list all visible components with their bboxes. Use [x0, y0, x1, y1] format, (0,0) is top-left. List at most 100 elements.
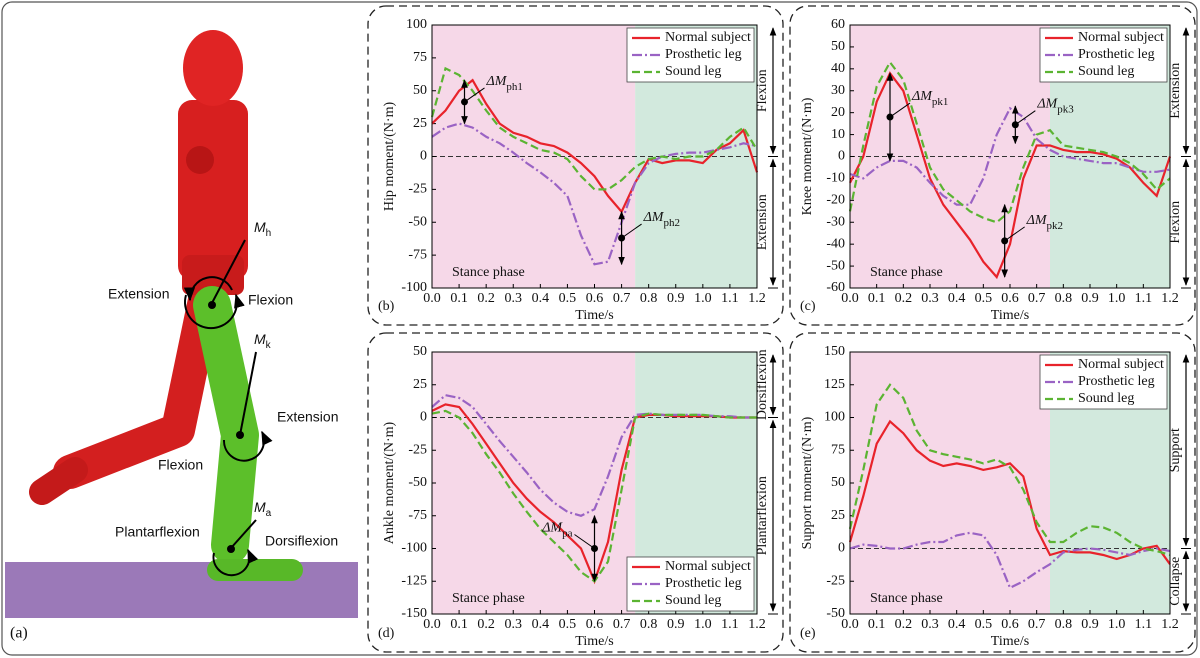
- x-tick-label: 0.7: [613, 291, 631, 306]
- y-tick-label: -30: [826, 214, 845, 229]
- series-line: [848, 60, 1171, 224]
- y-tick-label: -50: [826, 606, 845, 621]
- y-tick-label: -150: [401, 606, 427, 621]
- x-tick-label: 0.2: [895, 291, 913, 306]
- joint-dot: [227, 545, 235, 553]
- region-label: Stance phase: [452, 591, 525, 606]
- delta-symbol: ΔM: [1026, 213, 1048, 228]
- region-label: Stance phase: [452, 265, 525, 280]
- y-tick-label: -50: [826, 258, 845, 273]
- y-tick-label: 50: [831, 475, 845, 490]
- x-tick-label: 0.8: [1055, 617, 1073, 632]
- y-tick-label: -20: [826, 193, 845, 208]
- y-tick-label: 0: [420, 149, 427, 164]
- moment-symbol: M: [254, 219, 266, 235]
- panel-frame: [789, 332, 1196, 653]
- x-tick-label: 0.5: [975, 617, 993, 632]
- legend-label: Sound leg: [1078, 391, 1134, 406]
- shoulder: [186, 146, 214, 174]
- x-tick-label: 1.2: [748, 291, 766, 306]
- y-tick-label: 20: [831, 105, 845, 120]
- joint-label: Plantarflexion: [115, 524, 200, 540]
- y-tick-label: 50: [413, 344, 427, 359]
- pointer: [230, 519, 257, 549]
- delta-pointer: [621, 223, 642, 239]
- legend-label: Prosthetic leg: [665, 576, 742, 591]
- x-tick-label: 1.0: [1108, 291, 1126, 306]
- y-tick-label: -50: [408, 214, 427, 229]
- delta-label: ΔMph2: [643, 210, 680, 228]
- plot-frame: [849, 351, 1171, 615]
- chart-panel: -100 -75 -50 -25 0 25 50 75 100 0.0 0.1 0.2 0.3 0.4 0.…: [367, 5, 784, 326]
- y-tick-label: 0: [420, 410, 427, 425]
- y-tick-label: 40: [831, 61, 845, 76]
- delta-pointer: [889, 102, 911, 118]
- legend-label: Prosthetic leg: [1078, 47, 1155, 62]
- x-tick-label: 0.4: [532, 617, 550, 632]
- back-foot: [29, 457, 88, 505]
- y-tick-label: -10: [826, 171, 845, 186]
- delta-symbol: ΔM: [1036, 97, 1058, 112]
- x-tick-label: 0.6: [1001, 617, 1019, 632]
- x-tick-label: 0.3: [505, 291, 523, 306]
- panel-label: (e): [800, 626, 816, 641]
- legend-label: Sound leg: [1078, 64, 1134, 79]
- panel-frame: [367, 332, 784, 653]
- x-tick-label: 1.2: [1161, 291, 1179, 306]
- side-label: Extension: [755, 194, 770, 250]
- x-tick-label: 0.4: [948, 617, 966, 632]
- panel-label: (c): [800, 299, 816, 314]
- y-tick-label: 50: [831, 39, 845, 54]
- x-tick-label: 0.5: [559, 617, 577, 632]
- delta-label: ΔMpk1: [911, 89, 948, 107]
- panel-frame: [367, 5, 784, 326]
- x-tick-label: 0.4: [532, 291, 550, 306]
- x-tick-label: 1.1: [1135, 617, 1153, 632]
- x-tick-label: 1.0: [694, 291, 712, 306]
- y-tick-label: 50: [413, 83, 427, 98]
- y-tick-label: -25: [826, 573, 845, 588]
- series-line: [849, 106, 1171, 206]
- x-tick-label: 1.0: [1108, 617, 1126, 632]
- x-tick-label: 0.7: [613, 617, 631, 632]
- delta-subscript: pa: [562, 527, 573, 539]
- series-line: [430, 66, 758, 191]
- x-tick-label: 1.1: [1135, 291, 1153, 306]
- ground: [5, 562, 358, 618]
- y-tick-label: -75: [408, 247, 427, 262]
- x-tick-label: 0.6: [586, 617, 604, 632]
- y-tick-label: -100: [401, 280, 427, 295]
- legend-label: Normal subject: [1078, 30, 1164, 45]
- joint-label: Flexion: [158, 457, 203, 473]
- y-tick-label: 25: [831, 508, 845, 523]
- x-tick-label: 0.6: [586, 291, 604, 306]
- y-tick-label: 60: [831, 17, 845, 32]
- side-label: Flexion: [755, 69, 770, 112]
- joint-dot: [236, 431, 244, 439]
- x-tick-label: 1.1: [721, 291, 739, 306]
- plot-frame: [849, 24, 1171, 289]
- x-tick-label: 0.9: [667, 291, 685, 306]
- series-line: [848, 419, 1171, 565]
- joint-dot: [208, 301, 216, 309]
- back-leg: [53, 283, 222, 489]
- x-tick-label: 0.7: [1028, 617, 1046, 632]
- x-tick-label: 0.0: [423, 291, 441, 306]
- knee-arc: [222, 430, 273, 462]
- delta-pointer: [464, 87, 485, 103]
- joint-label: Dorsiflexion: [265, 533, 338, 549]
- delta-symbol: ΔM: [643, 210, 665, 225]
- x-tick-label: 0.6: [1001, 291, 1019, 306]
- x-tick-label: 0.0: [841, 617, 859, 632]
- side-label: Flexion: [1168, 201, 1183, 244]
- y-tick-label: 30: [831, 83, 845, 98]
- y-axis-label: Hip moment/(N·m): [382, 102, 397, 212]
- y-axis-label: Knee moment/(N·m): [800, 97, 815, 215]
- panel-frame: [789, 5, 1196, 326]
- joint-arrows: [183, 239, 273, 577]
- pointer: [239, 351, 257, 436]
- side-label: Support: [1168, 428, 1183, 472]
- x-tick-label: 0.5: [559, 291, 577, 306]
- x-tick-label: 0.3: [921, 291, 939, 306]
